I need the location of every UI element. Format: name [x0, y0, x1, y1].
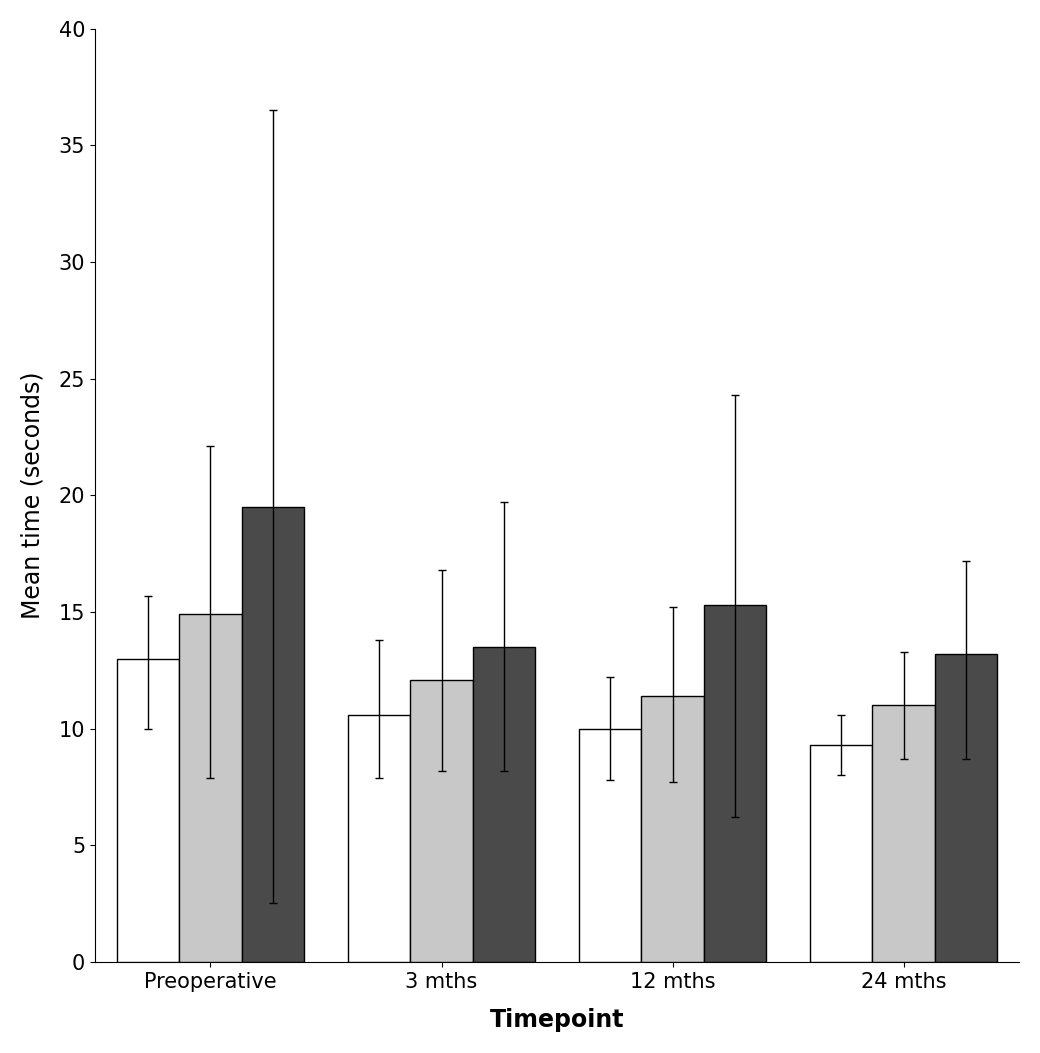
Bar: [179, 614, 241, 961]
Bar: [579, 729, 642, 961]
Bar: [873, 706, 935, 961]
Bar: [704, 604, 766, 961]
Bar: [348, 715, 411, 961]
Bar: [473, 647, 536, 961]
Bar: [810, 744, 873, 961]
Bar: [116, 658, 179, 961]
Y-axis label: Mean time (seconds): Mean time (seconds): [21, 372, 45, 619]
Bar: [642, 696, 704, 961]
Bar: [411, 679, 473, 961]
Bar: [241, 506, 304, 961]
Bar: [935, 654, 997, 961]
X-axis label: Timepoint: Timepoint: [490, 1008, 624, 1032]
